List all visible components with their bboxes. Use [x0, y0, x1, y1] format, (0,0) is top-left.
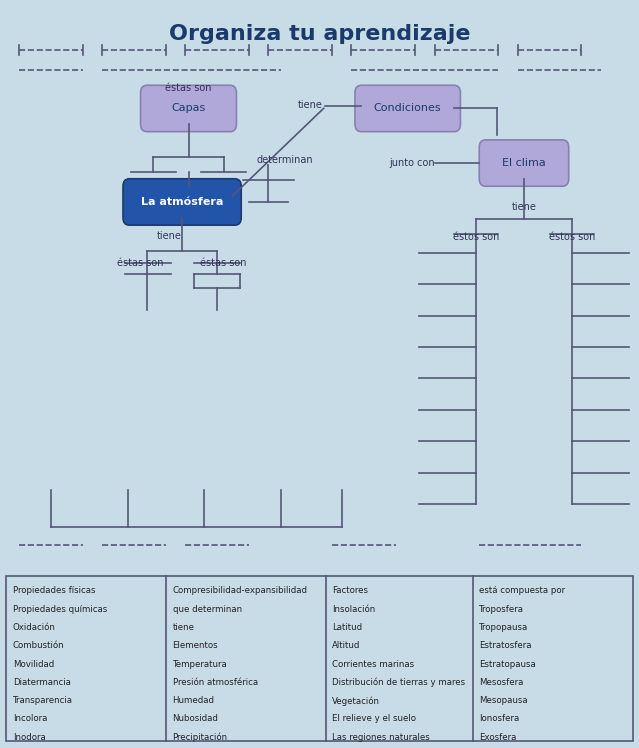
Text: junto con: junto con	[389, 158, 435, 168]
FancyBboxPatch shape	[141, 85, 236, 132]
Text: Compresibilidad-expansibilidad: Compresibilidad-expansibilidad	[173, 586, 307, 595]
Text: Corrientes marinas: Corrientes marinas	[332, 660, 415, 669]
Text: tiene: tiene	[298, 99, 323, 110]
Text: Condiciones: Condiciones	[374, 103, 442, 114]
Text: Latitud: Latitud	[332, 623, 362, 632]
Text: Oxidación: Oxidación	[13, 623, 56, 632]
Text: Nubosidad: Nubosidad	[173, 714, 219, 723]
Text: que determinan: que determinan	[173, 604, 242, 613]
Text: Diatermancia: Diatermancia	[13, 678, 71, 687]
Text: Propiedades químicas: Propiedades químicas	[13, 604, 107, 613]
Text: Troposfera: Troposfera	[479, 604, 524, 613]
Text: tiene: tiene	[512, 202, 536, 212]
Text: Capas: Capas	[171, 103, 206, 114]
Bar	[6, 576, 633, 741]
Text: éstos son: éstos son	[453, 232, 499, 242]
Text: Exosfera: Exosfera	[479, 733, 516, 742]
Text: Incolora: Incolora	[13, 714, 47, 723]
Text: Las regiones naturales: Las regiones naturales	[332, 733, 430, 742]
Text: Organiza tu aprendizaje: Organiza tu aprendizaje	[169, 24, 470, 43]
Text: Combustión: Combustión	[13, 641, 65, 650]
Text: Precipitación: Precipitación	[173, 733, 227, 742]
Text: éstas son: éstas son	[201, 258, 247, 268]
Text: Humedad: Humedad	[173, 696, 215, 705]
Text: Factores: Factores	[332, 586, 368, 595]
Text: Vegetación: Vegetación	[332, 696, 380, 705]
Text: determinan: determinan	[256, 155, 312, 165]
FancyBboxPatch shape	[355, 85, 460, 132]
Text: Ionosfera: Ionosfera	[479, 714, 520, 723]
Text: Elementos: Elementos	[173, 641, 218, 650]
Text: Propiedades físicas: Propiedades físicas	[13, 586, 95, 595]
Text: Estratopausa: Estratopausa	[479, 660, 536, 669]
Text: éstas son: éstas son	[166, 83, 212, 93]
Text: Insolación: Insolación	[332, 604, 376, 613]
Text: Presión atmosférica: Presión atmosférica	[173, 678, 258, 687]
Text: Movilidad: Movilidad	[13, 660, 54, 669]
FancyBboxPatch shape	[479, 140, 569, 186]
Text: tiene: tiene	[173, 623, 194, 632]
Text: La atmósfera: La atmósfera	[141, 197, 223, 207]
Text: éstos son: éstos son	[549, 232, 595, 242]
Text: Estratosfera: Estratosfera	[479, 641, 532, 650]
Text: está compuesta por: está compuesta por	[479, 586, 566, 595]
Text: Distribución de tierras y mares: Distribución de tierras y mares	[332, 678, 465, 687]
Text: El relieve y el suelo: El relieve y el suelo	[332, 714, 416, 723]
FancyBboxPatch shape	[123, 179, 241, 225]
Text: éstas son: éstas son	[118, 258, 164, 268]
Text: Transparencia: Transparencia	[13, 696, 73, 705]
Text: tiene: tiene	[157, 231, 181, 241]
Text: Inodora: Inodora	[13, 733, 45, 742]
Text: El clima: El clima	[502, 158, 546, 168]
Text: Mesopausa: Mesopausa	[479, 696, 528, 705]
Text: Altitud: Altitud	[332, 641, 360, 650]
Text: Tropopausa: Tropopausa	[479, 623, 528, 632]
Text: Mesosfera: Mesosfera	[479, 678, 523, 687]
Text: Temperatura: Temperatura	[173, 660, 227, 669]
